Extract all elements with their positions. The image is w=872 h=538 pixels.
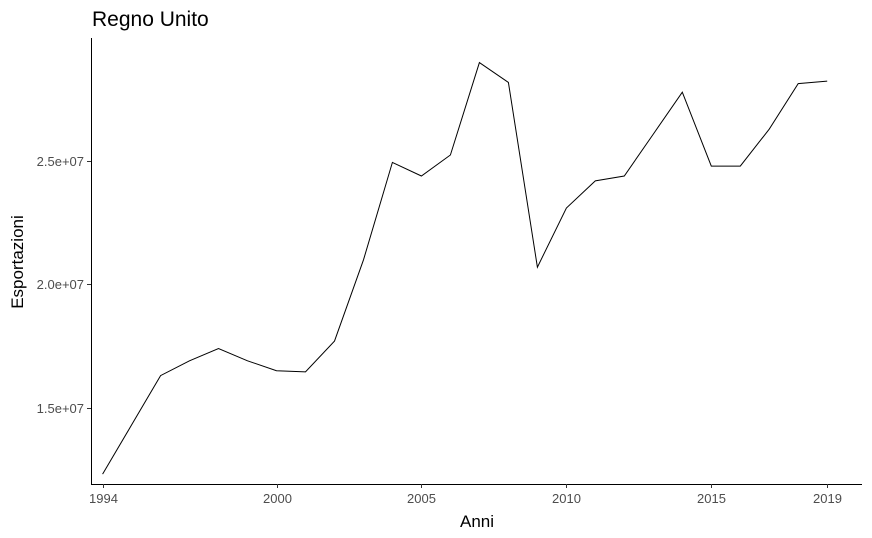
y-tick-label: 2.0e+07	[37, 277, 84, 292]
y-tick-label: 2.5e+07	[37, 154, 84, 169]
y-axis-title: Esportazioni	[8, 215, 27, 309]
series-line	[102, 61, 828, 475]
x-axis-ticks: 1994 2000 2005 2010 2015 2019	[89, 484, 842, 506]
x-tick-label: 2005	[407, 491, 436, 506]
x-tick-label: 2019	[813, 491, 842, 506]
series-group	[102, 61, 828, 475]
y-tick-label: 1.5e+07	[37, 401, 84, 416]
x-axis-title: Anni	[460, 512, 494, 531]
x-tick-label: 1994	[89, 491, 118, 506]
y-axis-ticks: 1.5e+07 2.0e+07 2.5e+07	[37, 154, 91, 416]
chart-title: Regno Unito	[92, 8, 209, 31]
x-tick-label: 2015	[697, 491, 726, 506]
x-tick-label: 2000	[263, 491, 292, 506]
x-tick-label: 2010	[552, 491, 581, 506]
